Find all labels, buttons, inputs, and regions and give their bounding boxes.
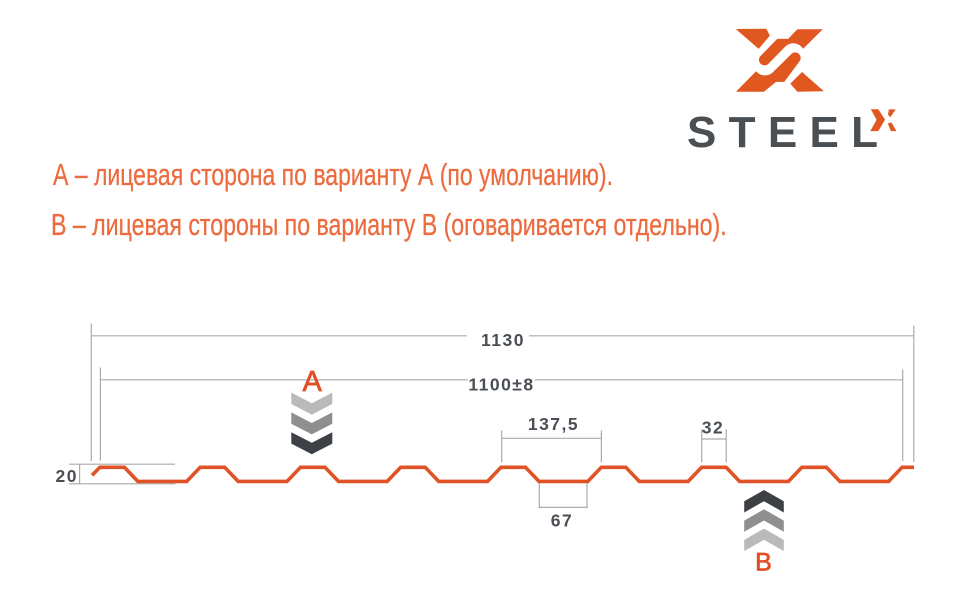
svg-text:1130: 1130 — [481, 330, 525, 350]
svg-text:20: 20 — [56, 466, 78, 486]
svg-text:А: А — [303, 366, 323, 398]
svg-text:137,5: 137,5 — [528, 414, 579, 434]
svg-text:1100±8: 1100±8 — [468, 375, 534, 395]
svg-text:32: 32 — [702, 418, 724, 438]
svg-text:67: 67 — [551, 511, 573, 531]
svg-text:В: В — [755, 549, 772, 577]
